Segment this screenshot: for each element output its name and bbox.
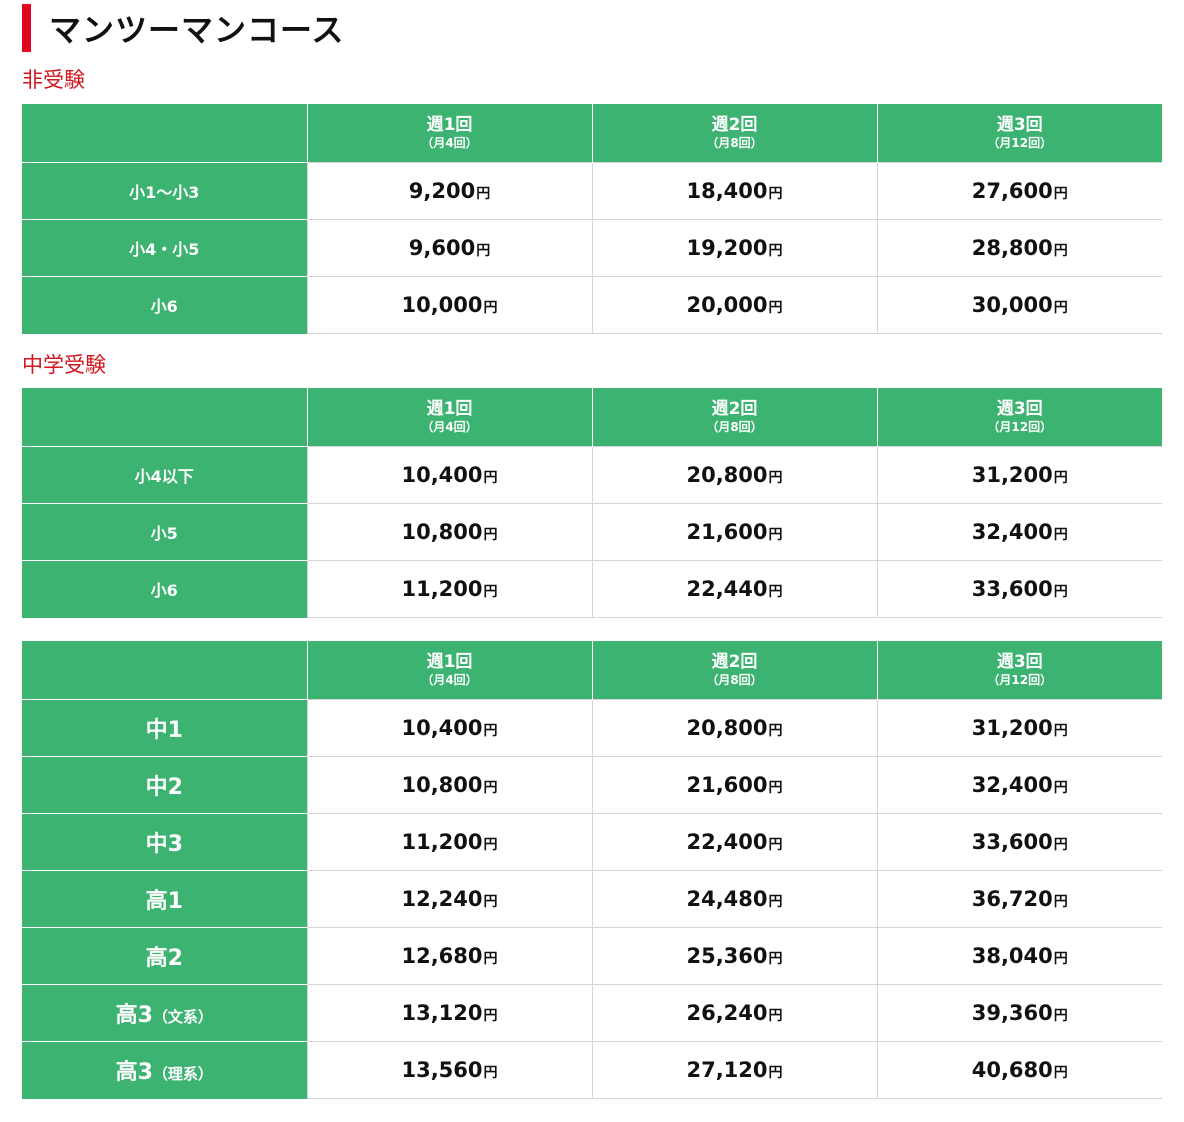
table-header-row: 週1回 （月4回） 週2回 （月8回） 週3回 （月12回） <box>22 641 1162 700</box>
price-cell: 38,040円 <box>876 927 1162 985</box>
table-row: 高2 12,680円 25,360円 38,040円 <box>22 927 1162 985</box>
price-table-secondary: 週1回 （月4回） 週2回 （月8回） 週3回 （月12回） 中1 10,400円 2… <box>22 641 1162 1099</box>
price-cell: 27,120円 <box>591 1041 877 1099</box>
header-cell-weekly-1: 週1回 （月4回） <box>306 388 592 447</box>
price-cell: 33,600円 <box>876 560 1162 618</box>
price-cell: 22,400円 <box>591 813 877 871</box>
price-cell: 20,800円 <box>591 446 877 504</box>
header-cell-weekly-1: 週1回 （月4回） <box>306 104 592 163</box>
header-cell-weekly-2: 週2回 （月8回） <box>591 388 877 447</box>
price-cell: 11,200円 <box>306 813 592 871</box>
price-cell: 28,800円 <box>876 219 1162 277</box>
header-cell-weekly-3: 週3回 （月12回） <box>876 104 1162 163</box>
grade-cell: 小6 <box>22 560 307 618</box>
price-cell: 10,000円 <box>306 276 592 334</box>
price-cell: 30,000円 <box>876 276 1162 334</box>
page-title-text: マンツーマンコース <box>49 11 345 49</box>
price-cell: 20,000円 <box>591 276 877 334</box>
price-cell: 31,200円 <box>876 699 1162 757</box>
price-cell: 39,360円 <box>876 984 1162 1042</box>
table-header-row: 週1回 （月4回） 週2回 （月8回） 週3回 （月12回） <box>22 388 1162 447</box>
price-cell: 19,200円 <box>591 219 877 277</box>
table-header-row: 週1回 （月4回） 週2回 （月8回） 週3回 （月12回） <box>22 104 1162 163</box>
grade-cell: 小4・小5 <box>22 219 307 277</box>
price-cell: 24,480円 <box>591 870 877 928</box>
grade-cell: 小6 <box>22 276 307 334</box>
price-cell: 32,400円 <box>876 503 1162 561</box>
price-cell: 12,240円 <box>306 870 592 928</box>
price-cell: 25,360円 <box>591 927 877 985</box>
table-row: 中3 11,200円 22,400円 33,600円 <box>22 813 1162 871</box>
price-cell: 18,400円 <box>591 162 877 220</box>
price-cell: 21,600円 <box>591 756 877 814</box>
header-corner-cell <box>22 104 307 163</box>
table-row: 小5 10,800円 21,600円 32,400円 <box>22 503 1162 561</box>
price-cell: 21,600円 <box>591 503 877 561</box>
header-cell-weekly-2: 週2回 （月8回） <box>591 641 877 700</box>
price-cell: 10,400円 <box>306 446 592 504</box>
header-cell-weekly-1: 週1回 （月4回） <box>306 641 592 700</box>
price-table-junior-high-exam: 週1回 （月4回） 週2回 （月8回） 週3回 （月12回） 小4以下 10,400円… <box>22 388 1162 618</box>
price-cell: 13,120円 <box>306 984 592 1042</box>
table-row: 高3（理系） 13,560円 27,120円 40,680円 <box>22 1041 1162 1099</box>
header-cell-weekly-2: 週2回 （月8回） <box>591 104 877 163</box>
table-row: 中2 10,800円 21,600円 32,400円 <box>22 756 1162 814</box>
price-cell: 31,200円 <box>876 446 1162 504</box>
price-cell: 20,800円 <box>591 699 877 757</box>
price-cell: 9,200円 <box>306 162 592 220</box>
table-row: 小1〜小3 9,200円 18,400円 27,600円 <box>22 162 1162 220</box>
header-cell-weekly-3: 週3回 （月12回） <box>876 388 1162 447</box>
price-cell: 22,440円 <box>591 560 877 618</box>
title-accent-bar <box>22 4 31 52</box>
grade-cell: 中1 <box>22 699 307 757</box>
table-row: 小6 11,200円 22,440円 33,600円 <box>22 560 1162 618</box>
table-row: 高1 12,240円 24,480円 36,720円 <box>22 870 1162 928</box>
price-cell: 10,800円 <box>306 503 592 561</box>
grade-cell: 高3（理系） <box>22 1041 307 1099</box>
table-row: 中1 10,400円 20,800円 31,200円 <box>22 699 1162 757</box>
price-cell: 9,600円 <box>306 219 592 277</box>
grade-cell: 高2 <box>22 927 307 985</box>
table-row: 小4以下 10,400円 20,800円 31,200円 <box>22 446 1162 504</box>
table-row: 小6 10,000円 20,000円 30,000円 <box>22 276 1162 334</box>
grade-cell: 中3 <box>22 813 307 871</box>
price-cell: 13,560円 <box>306 1041 592 1099</box>
grade-cell: 高3（文系） <box>22 984 307 1042</box>
price-table-non-exam: 週1回 （月4回） 週2回 （月8回） 週3回 （月12回） 小1〜小3 9,200円… <box>22 104 1162 334</box>
grade-cell: 小5 <box>22 503 307 561</box>
section-label-non-exam: 非受験 <box>22 68 85 92</box>
price-cell: 11,200円 <box>306 560 592 618</box>
price-cell: 33,600円 <box>876 813 1162 871</box>
price-cell: 27,600円 <box>876 162 1162 220</box>
price-cell: 12,680円 <box>306 927 592 985</box>
header-corner-cell <box>22 388 307 447</box>
grade-cell: 小1〜小3 <box>22 162 307 220</box>
price-cell: 10,400円 <box>306 699 592 757</box>
grade-cell: 高1 <box>22 870 307 928</box>
table-row: 小4・小5 9,600円 19,200円 28,800円 <box>22 219 1162 277</box>
grade-cell: 小4以下 <box>22 446 307 504</box>
price-cell: 26,240円 <box>591 984 877 1042</box>
grade-cell: 中2 <box>22 756 307 814</box>
price-cell: 32,400円 <box>876 756 1162 814</box>
price-cell: 40,680円 <box>876 1041 1162 1099</box>
price-cell: 10,800円 <box>306 756 592 814</box>
page-title: マンツーマンコース <box>22 4 344 52</box>
table-row: 高3（文系） 13,120円 26,240円 39,360円 <box>22 984 1162 1042</box>
header-cell-weekly-3: 週3回 （月12回） <box>876 641 1162 700</box>
header-corner-cell <box>22 641 307 700</box>
price-cell: 36,720円 <box>876 870 1162 928</box>
section-label-junior-high-exam: 中学受験 <box>22 353 106 377</box>
